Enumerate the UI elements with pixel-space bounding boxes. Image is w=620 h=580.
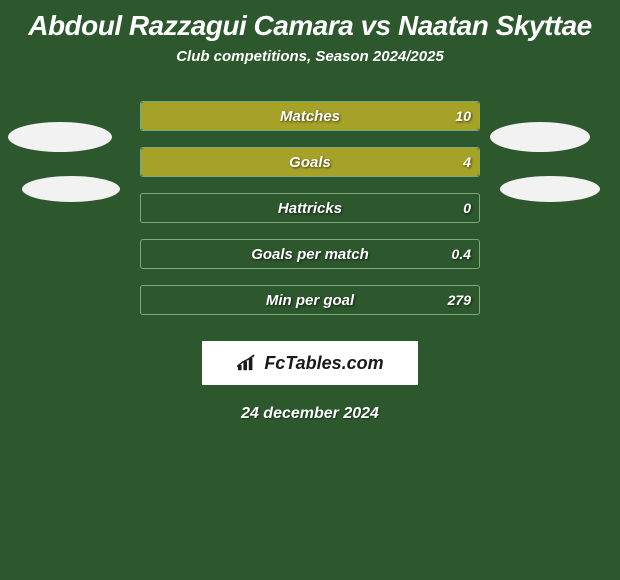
date-label: 24 december 2024 (0, 405, 620, 423)
stat-row: Min per goal279 (12, 277, 608, 323)
stat-label: Hattricks (141, 194, 479, 222)
subtitle: Club competitions, Season 2024/2025 (0, 48, 620, 65)
stat-value: 0.4 (452, 240, 471, 268)
placeholder-ellipse (490, 122, 590, 152)
stat-bar: Hattricks0 (140, 193, 480, 223)
stat-value: 279 (448, 286, 471, 314)
stat-bar: Matches10 (140, 101, 480, 131)
stat-value: 4 (463, 148, 471, 176)
stat-value: 0 (463, 194, 471, 222)
stat-bar: Min per goal279 (140, 285, 480, 315)
placeholder-ellipse (22, 176, 120, 202)
stat-bar: Goals4 (140, 147, 480, 177)
stat-label: Matches (141, 102, 479, 130)
placeholder-ellipse (500, 176, 600, 202)
page-title: Abdoul Razzagui Camara vs Naatan Skyttae (0, 0, 620, 48)
placeholder-ellipse (8, 122, 112, 152)
stat-bar: Goals per match0.4 (140, 239, 480, 269)
fctables-logo[interactable]: FcTables.com (202, 341, 418, 385)
bar-chart-icon (236, 354, 258, 372)
stat-label: Min per goal (141, 286, 479, 314)
stat-label: Goals per match (141, 240, 479, 268)
logo-text: FcTables.com (264, 353, 383, 374)
stat-row: Goals per match0.4 (12, 231, 608, 277)
stat-label: Goals (141, 148, 479, 176)
stat-value: 10 (455, 102, 471, 130)
